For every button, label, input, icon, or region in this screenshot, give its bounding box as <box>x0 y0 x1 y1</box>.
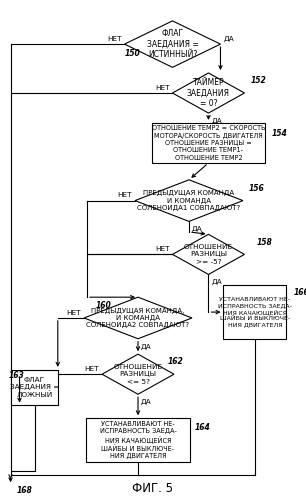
Text: 150: 150 <box>125 49 140 58</box>
Text: НЕТ: НЕТ <box>107 35 121 42</box>
Text: ФЛАГ
ЗАЕДАНИЯ =
ЛОЖНЫЙ: ФЛАГ ЗАЕДАНИЯ = ЛОЖНЫЙ <box>10 377 59 398</box>
Polygon shape <box>173 73 244 113</box>
Text: ОТНОШЕНИЕ
РАЗНИЦЫ
<= 5?: ОТНОШЕНИЕ РАЗНИЦЫ <= 5? <box>114 364 162 385</box>
Text: 154: 154 <box>271 129 287 138</box>
Polygon shape <box>102 354 174 394</box>
Text: 164: 164 <box>195 424 211 433</box>
Text: УСТАНАВЛИВАЮТ НЕ-
ИСПРАВНОСТЬ ЗАЕДА-
НИЯ КАЧАЮЩЕЙСЯ
ШАЙБЫ И ВЫКЛЮЧЕ-
НИЯ ДВИГАТЕ: УСТАНАВЛИВАЮТ НЕ- ИСПРАВНОСТЬ ЗАЕДА- НИЯ… <box>218 297 292 327</box>
Text: ПРЕДЫДУЩАЯ КОМАНДА,
И КОМАНДА
СОЛЕНОИДА2 СОВПАДАЮТ?: ПРЕДЫДУЩАЯ КОМАНДА, И КОМАНДА СОЛЕНОИДА2… <box>86 307 190 328</box>
Text: 158: 158 <box>256 238 272 247</box>
Text: НЕТ: НЕТ <box>66 309 81 315</box>
Polygon shape <box>84 297 192 339</box>
Text: ОТНОШЕНИЕ ТЕМР2 = СКОРОСТЬ
МОТОРА/СКОРОСТЬ ДВИГАТЕЛЯ
ОТНОШЕНИЕ РАЗНИЦЫ =
ОТНОШЕН: ОТНОШЕНИЕ ТЕМР2 = СКОРОСТЬ МОТОРА/СКОРОС… <box>152 125 265 161</box>
Text: ДА: ДА <box>192 226 203 233</box>
Text: ФИГ. 5: ФИГ. 5 <box>132 482 174 495</box>
Text: НЕТ: НЕТ <box>155 246 170 252</box>
Text: 166: 166 <box>294 288 306 297</box>
Text: 152: 152 <box>251 76 266 85</box>
Bar <box>151 123 265 163</box>
Text: ФЛАГ
ЗАЕДАНИЯ =
ИСТИННЫЙ?: ФЛАГ ЗАЕДАНИЯ = ИСТИННЫЙ? <box>147 29 198 59</box>
Text: 160: 160 <box>96 301 112 310</box>
Text: 162: 162 <box>168 357 184 366</box>
Text: ПРЕДЫДУЩАЯ КОМАНДА
И КОМАНДА
СОЛЕНОИДА1 СОВПАДАЮТ?: ПРЕДЫДУЩАЯ КОМАНДА И КОМАНДА СОЛЕНОИДА1 … <box>137 190 241 211</box>
Text: УСТАНАВЛИВАЮТ НЕ-
ИСПРАВНОСТЬ ЗАЕДА-
НИЯ КАЧАЮЩЕЙСЯ
ШАЙБЫ И ВЫКЛЮЧЕ-
НИЯ ДВИГАТЕ: УСТАНАВЛИВАЮТ НЕ- ИСПРАВНОСТЬ ЗАЕДА- НИЯ… <box>99 421 177 460</box>
Text: ДА: ДА <box>141 344 152 350</box>
Polygon shape <box>125 21 220 67</box>
Text: ДА: ДА <box>223 35 234 42</box>
Text: ДА: ДА <box>211 279 222 285</box>
Bar <box>11 370 58 405</box>
Text: ОТНОШЕНИЕ
РАЗНИЦЫ
>= -5?: ОТНОШЕНИЕ РАЗНИЦЫ >= -5? <box>184 244 233 264</box>
Text: 168: 168 <box>17 486 32 495</box>
Polygon shape <box>173 235 244 274</box>
Text: 163: 163 <box>9 371 25 380</box>
Text: НЕТ: НЕТ <box>155 84 170 91</box>
Bar <box>86 418 190 462</box>
Text: ДА: ДА <box>141 399 152 405</box>
Text: ТАЙМЕР
ЗАЕДАНИЯ
= 0?: ТАЙМЕР ЗАЕДАНИЯ = 0? <box>187 78 230 108</box>
Text: НЕТ: НЕТ <box>84 366 99 372</box>
Text: НЕТ: НЕТ <box>118 192 132 198</box>
Text: ДА: ДА <box>211 118 222 124</box>
Polygon shape <box>135 180 243 222</box>
Bar <box>223 285 286 339</box>
Text: 156: 156 <box>249 184 265 193</box>
